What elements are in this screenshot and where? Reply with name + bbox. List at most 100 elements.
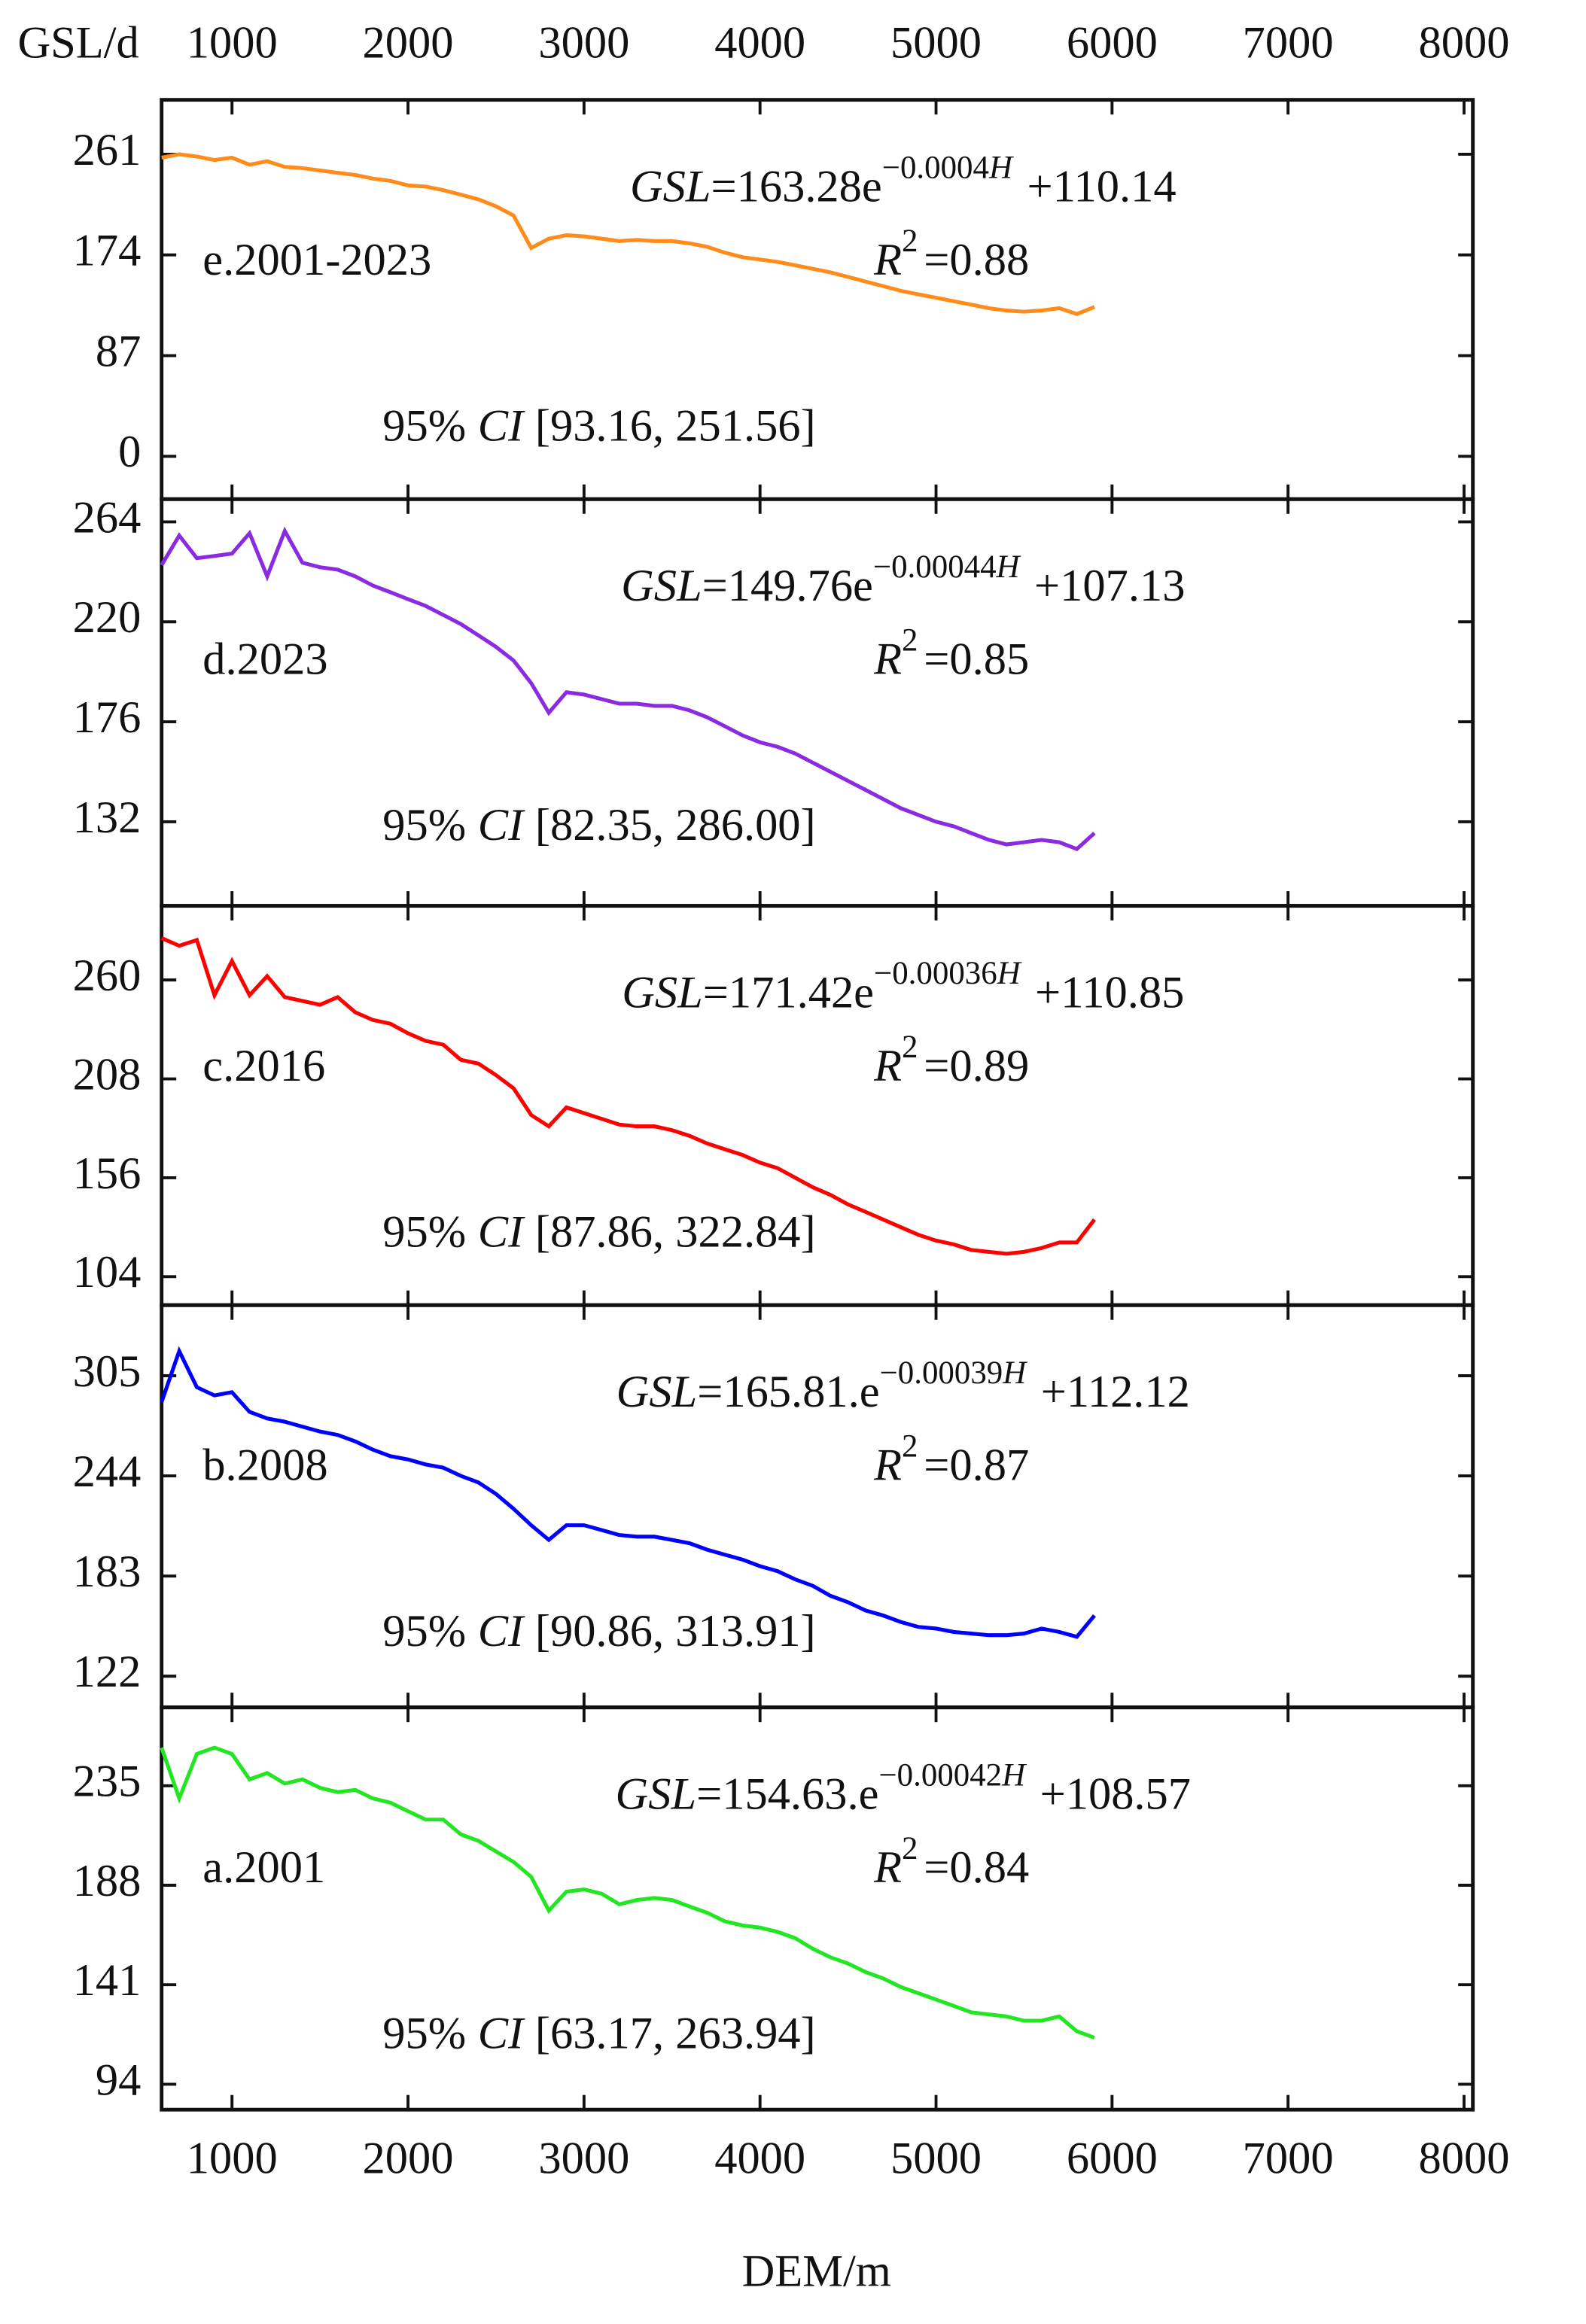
confidence-interval: 95% CI [87.86, 322.84] (382, 1206, 815, 1257)
y-tick-label: 156 (73, 1148, 142, 1199)
equation-coef: =154.63.e (696, 1769, 878, 1820)
equation-exponent-var: H (1001, 1757, 1027, 1793)
equation-constant: +112.12 (1041, 1367, 1190, 1417)
equation: GSL=165.81.e−0.00039H +112.12 (616, 1355, 1190, 1417)
ci-prefix: 95% (382, 800, 466, 850)
panel-frame (160, 1705, 1475, 2112)
x-tick-label: 8000 (1419, 2133, 1510, 2183)
y-tick-label: 132 (73, 792, 142, 843)
data-line (160, 1346, 1096, 1639)
r2-power: 2 (902, 1428, 918, 1464)
equation-lhs: GSL (616, 1367, 698, 1417)
y-tick-label: 176 (73, 692, 142, 743)
equation-coef: =171.42e (703, 967, 874, 1018)
equation-lhs: GSL (616, 1769, 697, 1820)
r2-symbol: R (873, 235, 902, 285)
y-tick-label: 183 (73, 1547, 142, 1597)
equation-exponent-var: H (1002, 1355, 1027, 1391)
ci-interval: [87.86, 322.84] (535, 1206, 816, 1257)
r2-symbol: R (873, 1440, 902, 1491)
r2-value: =0.89 (924, 1041, 1029, 1091)
r2-power: 2 (902, 622, 918, 658)
confidence-interval: 95% CI [63.17, 263.94] (382, 2008, 815, 2058)
equation-coef: =163.28e (711, 161, 882, 211)
r2-value: =0.88 (924, 235, 1029, 285)
top-x-tick-label: 7000 (1243, 17, 1334, 68)
y-tick-label: 244 (73, 1446, 142, 1497)
data-line (160, 1745, 1095, 2040)
x-tick-label: 7000 (1243, 2133, 1334, 2183)
data-line (160, 526, 1096, 852)
x-tick-label: 3000 (538, 2133, 629, 2183)
r2-power: 2 (902, 1831, 918, 1866)
equation: GSL=171.42e−0.00036H +110.85 (622, 956, 1184, 1018)
confidence-interval: 95% CI [90.86, 313.91] (382, 1606, 815, 1656)
equation-coef: =165.81.e (697, 1367, 879, 1417)
equation-coef: =149.76e (702, 561, 873, 611)
equation-lhs: GSL (622, 967, 703, 1018)
panel-label: a.2001 (202, 1842, 325, 1893)
data-line (160, 936, 1096, 1256)
ci-prefix: 95% (382, 2008, 466, 2058)
r-squared: R2 =0.84 (873, 1831, 1029, 1893)
equation-lhs: GSL (621, 561, 702, 611)
equation-exponent: −0.00044 (873, 549, 997, 585)
top-x-tick-label: 3000 (538, 17, 629, 68)
r2-symbol: R (873, 634, 902, 685)
top-x-tick-label: 4000 (714, 17, 805, 68)
y-tick-label: 174 (73, 226, 142, 276)
ci-interval: [82.35, 286.00] (535, 800, 816, 850)
y-tick-label: 0 (118, 427, 141, 477)
x-tick-label: 1000 (187, 2133, 278, 2183)
top-x-tick-label: 8000 (1419, 17, 1510, 68)
ci-prefix: 95% (382, 400, 466, 451)
y-tick-label: 122 (73, 1647, 142, 1697)
r-squared: R2 =0.88 (873, 224, 1029, 285)
equation: GSL=163.28e−0.0004H +110.14 (630, 150, 1177, 211)
x-tick-label: 4000 (714, 2133, 805, 2183)
y-tick-label: 208 (73, 1049, 142, 1100)
top-x-tick-label: 1000 (187, 17, 278, 68)
ci-prefix: 95% (382, 1206, 466, 1257)
r-squared: R2 =0.89 (873, 1030, 1029, 1091)
data-line (161, 152, 1095, 316)
panel-frame (160, 98, 1475, 501)
panel-label: d.2023 (202, 634, 327, 685)
r2-power: 2 (902, 224, 918, 259)
x-tick-label: 6000 (1067, 2133, 1158, 2183)
equation-exponent: −0.00042 (878, 1757, 1002, 1793)
ci-interval: [93.16, 251.56] (535, 400, 816, 451)
r-squared: R2 =0.87 (873, 1428, 1029, 1490)
equation: GSL=149.76e−0.00044H +107.13 (621, 549, 1185, 611)
y-tick-label: 141 (73, 1955, 142, 2006)
equation-exponent-var: H (997, 956, 1022, 991)
y-tick-label: 188 (73, 1856, 142, 1906)
y-axis-title: GSL/d (18, 17, 139, 68)
ci-interval: [90.86, 313.91] (535, 1606, 816, 1656)
r-squared: R2 =0.85 (873, 622, 1029, 684)
top-x-tick-label: 6000 (1067, 17, 1158, 68)
panel-label: c.2016 (202, 1041, 325, 1091)
ci-prefix: 95% (382, 1606, 466, 1656)
equation-constant: +108.57 (1040, 1769, 1191, 1820)
x-axis-title: DEM/m (742, 2246, 891, 2297)
equation-constant: +110.85 (1035, 967, 1184, 1018)
panel-label: e.2001-2023 (202, 235, 431, 285)
r2-symbol: R (873, 1842, 902, 1893)
y-tick-label: 261 (73, 125, 142, 175)
ci-var: CI (478, 800, 525, 850)
y-tick-label: 87 (96, 326, 141, 376)
equation-exponent: −0.0004 (882, 150, 989, 185)
equation-constant: +107.13 (1034, 561, 1185, 611)
x-tick-label: 2000 (363, 2133, 454, 2183)
r2-power: 2 (902, 1030, 918, 1065)
r2-value: =0.84 (924, 1842, 1029, 1893)
y-tick-label: 235 (73, 1757, 142, 1807)
panel-frame (160, 1303, 1475, 1710)
y-tick-label: 264 (73, 492, 142, 543)
panel-label: b.2008 (202, 1440, 327, 1491)
equation-exponent: −0.00036 (874, 956, 997, 991)
top-x-tick-label: 2000 (363, 17, 454, 68)
equation-exponent-var: H (988, 150, 1014, 185)
